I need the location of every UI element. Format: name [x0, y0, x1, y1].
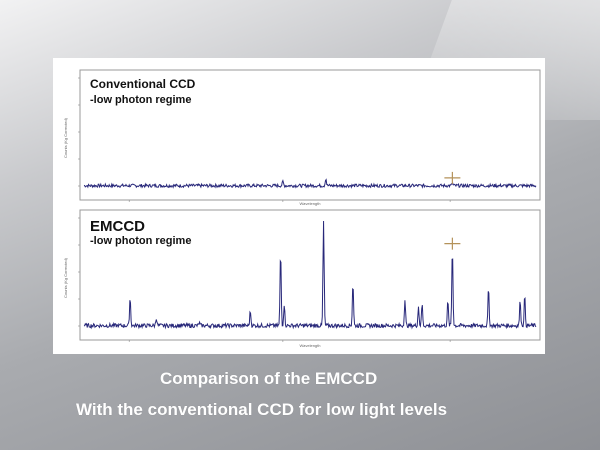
- caption-line-1: Comparison of the EMCCD: [160, 369, 378, 388]
- y-axis-label: Counts (Kg Corrected): [63, 257, 68, 298]
- y-axis-label: Counts (Kg Corrected): [63, 117, 68, 158]
- spectra-charts: Counts (Kg Corrected) Wavelength Convent…: [63, 69, 541, 348]
- y-axis: [78, 217, 80, 327]
- x-axis-label: Wavelength: [300, 201, 321, 206]
- series-line: [83, 178, 537, 189]
- x-axis: [128, 200, 451, 202]
- series-line: [83, 221, 537, 330]
- chart-title: EMCCD: [90, 218, 145, 235]
- chart-title: Conventional CCD: [90, 77, 196, 91]
- chart-subtitle: -low photon regime: [90, 235, 191, 247]
- y-axis: [78, 77, 80, 187]
- caption-line-2: With the conventional CCD for low light …: [76, 400, 448, 419]
- cursor-marker: [444, 171, 461, 184]
- cursor-marker: [444, 237, 461, 250]
- x-axis-label: Wavelength: [300, 343, 321, 348]
- chart-subtitle: -low photon regime: [90, 94, 191, 106]
- spectra-panel: Counts (Kg Corrected) Wavelength Convent…: [53, 58, 545, 354]
- plot-frame: [79, 209, 541, 341]
- x-axis: [128, 340, 451, 342]
- plot-frame: [79, 69, 541, 201]
- chart-conventional-ccd: Counts (Kg Corrected) Wavelength Convent…: [63, 69, 541, 206]
- chart-emccd: Counts (Kg Corrected) Wavelength EMCCD -…: [63, 209, 541, 348]
